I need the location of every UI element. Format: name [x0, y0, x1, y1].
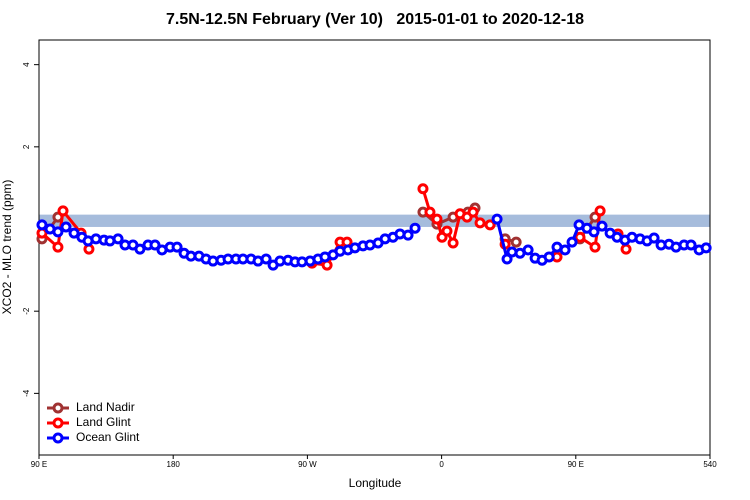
data-point — [417, 183, 429, 195]
x-tick-label: 90 E — [31, 460, 47, 469]
data-point — [685, 239, 697, 251]
data-point — [112, 233, 124, 245]
legend-label: Land Nadir — [76, 400, 135, 414]
data-point — [402, 229, 414, 241]
data-point — [559, 244, 571, 256]
data-point — [596, 220, 608, 232]
data-point — [57, 205, 69, 217]
x-axis-label: Longitude — [349, 476, 402, 490]
data-point — [648, 232, 660, 244]
data-point — [171, 241, 183, 253]
data-point — [52, 226, 64, 238]
data-point — [510, 236, 522, 248]
data-point — [491, 213, 503, 225]
data-point — [60, 221, 72, 233]
y-axis-label: XCO2 - MLO trend (ppm) — [0, 180, 14, 315]
data-point — [431, 213, 443, 225]
data-point — [574, 231, 586, 243]
data-point — [474, 217, 486, 229]
x-tick-label: 540 — [703, 460, 717, 469]
data-point — [501, 253, 513, 265]
data-point — [447, 237, 459, 249]
data-point — [52, 241, 64, 253]
x-tick-label: 180 — [167, 460, 181, 469]
y-tick-label: -2 — [22, 307, 31, 315]
y-tick-label: 4 — [22, 62, 31, 67]
data-point — [566, 236, 578, 248]
data-point — [409, 222, 421, 234]
legend-marker — [52, 402, 64, 414]
data-point — [594, 205, 606, 217]
data-point — [441, 225, 453, 237]
data-point — [424, 206, 436, 218]
data-point — [484, 219, 496, 231]
x-tick-label: 90 W — [298, 460, 317, 469]
legend-label: Land Glint — [76, 415, 131, 429]
data-point — [543, 251, 555, 263]
data-point — [700, 242, 712, 254]
data-point — [620, 243, 632, 255]
legend-label: Ocean Glint — [76, 430, 140, 444]
data-point — [149, 239, 161, 251]
reference-band — [39, 214, 710, 227]
legend-marker — [52, 417, 64, 429]
data-point — [522, 244, 534, 256]
data-point — [36, 219, 48, 231]
data-point — [260, 253, 272, 265]
series-layer — [36, 183, 712, 271]
x-tick-label: 90 E — [568, 460, 584, 469]
data-point — [588, 226, 600, 238]
y-tick-label: 2 — [22, 144, 31, 149]
data-point — [134, 243, 146, 255]
data-point — [68, 227, 80, 239]
legend-marker — [52, 432, 64, 444]
chart-title: 7.5N-12.5N February (Ver 10) 2015-01-01 … — [166, 11, 584, 28]
data-point — [589, 241, 601, 253]
data-point — [467, 206, 479, 218]
x-tick-label: 0 — [439, 460, 444, 469]
y-tick-label: -4 — [22, 389, 31, 397]
